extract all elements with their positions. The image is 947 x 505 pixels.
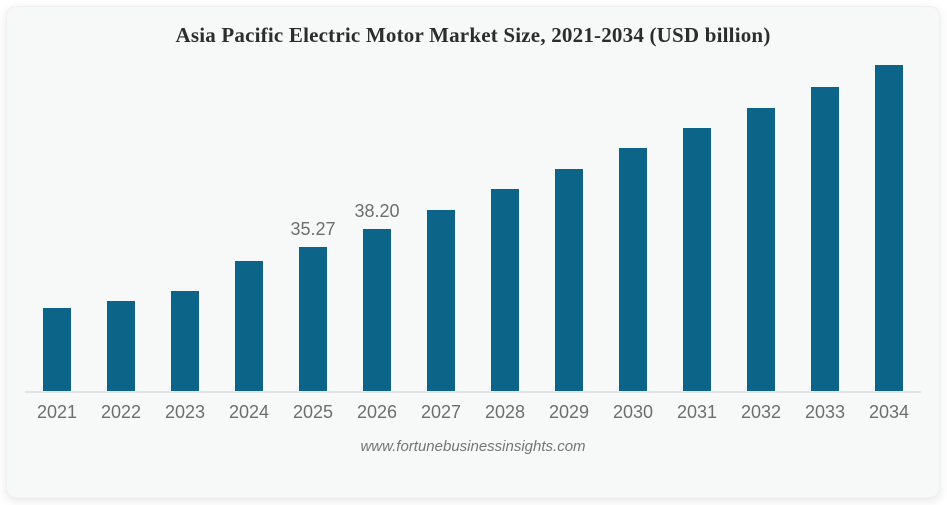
- bar-column-2026: 38.20: [345, 60, 409, 391]
- x-axis-label-2028: 2028: [484, 402, 526, 422]
- x-axis-label-2030: 2030: [612, 402, 654, 422]
- x-axis-label-2029: 2029: [548, 402, 590, 422]
- chart-title: Asia Pacific Electric Motor Market Size,…: [175, 23, 771, 47]
- source-url: www.fortunebusinessinsights.com: [360, 438, 586, 455]
- bar-column-2031: [665, 60, 729, 391]
- x-axis-label-2032: 2032: [740, 402, 782, 422]
- bar-column-2034: [857, 60, 921, 391]
- bar-value-label-2026: 38.20: [354, 201, 400, 221]
- bar-column-2027: [409, 60, 473, 391]
- bar-2029: [555, 169, 583, 391]
- x-axis-label-2021: 2021: [36, 402, 78, 422]
- bar-chart: 35.27 38.20 2021 2022 2023 2024 2025 2026 2027 2…: [25, 60, 921, 423]
- bar-column-2023: [153, 60, 217, 391]
- x-axis-label-2026: 2026: [356, 402, 398, 422]
- x-axis-label-2031: 2031: [676, 402, 718, 422]
- x-axis: 2021 2022 2023 2024 2025 2026 2027 2028 2029 2030…: [25, 393, 921, 423]
- bar-value-label-2025: 35.27: [290, 219, 336, 239]
- bar-column-2021: [25, 60, 89, 391]
- bar-column-2030: [601, 60, 665, 391]
- x-axis-label-2034: 2034: [868, 402, 910, 422]
- bar-column-2029: [537, 60, 601, 391]
- bar-2027: [427, 210, 455, 391]
- bar-2033: [811, 87, 839, 391]
- bar-2032: [747, 108, 775, 391]
- x-axis-label-2025: 2025: [292, 402, 334, 422]
- bar-2026: [363, 229, 391, 391]
- x-axis-label-2022: 2022: [100, 402, 142, 422]
- bar-column-2025: 35.27: [281, 60, 345, 391]
- bar-2022: [107, 301, 135, 391]
- plot-area: 35.27 38.20: [25, 60, 921, 393]
- bar-column-2033: [793, 60, 857, 391]
- bar-2023: [171, 291, 199, 391]
- x-axis-label-2027: 2027: [420, 402, 462, 422]
- x-axis-label-2024: 2024: [228, 402, 270, 422]
- bar-2021: [43, 308, 71, 391]
- bar-2025: [299, 247, 327, 391]
- x-axis-label-2023: 2023: [164, 402, 206, 422]
- bar-column-2024: [217, 60, 281, 391]
- chart-card: Asia Pacific Electric Motor Market Size,…: [6, 6, 940, 498]
- bar-2028: [491, 189, 519, 391]
- x-axis-label-2033: 2033: [804, 402, 846, 422]
- bar-column-2028: [473, 60, 537, 391]
- bar-2031: [683, 128, 711, 391]
- bar-column-2032: [729, 60, 793, 391]
- bar-2034: [875, 65, 903, 391]
- bar-2030: [619, 148, 647, 391]
- bar-column-2022: [89, 60, 153, 391]
- bar-2024: [235, 261, 263, 391]
